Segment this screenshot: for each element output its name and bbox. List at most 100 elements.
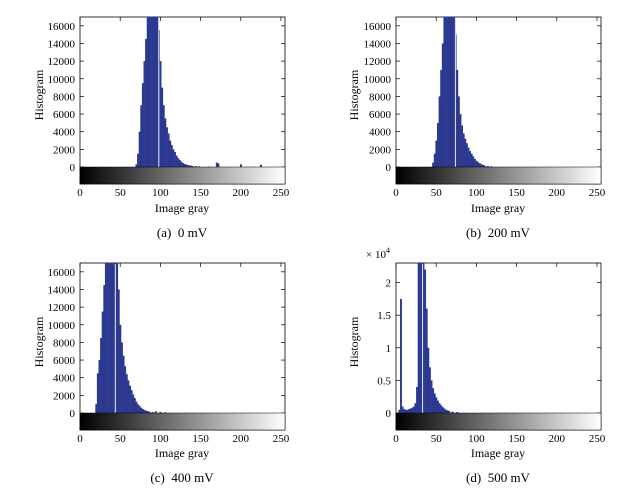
- histogram-bar: [441, 407, 444, 413]
- histogram-bar: [445, 17, 447, 167]
- panel-b: 0 50 100 150 200 250 0 2000 4000 6000 8000 10000 120…: [347, 16, 606, 240]
- x-tick-label: 150: [192, 187, 209, 199]
- gray-gradient-bar: [395, 166, 602, 185]
- x-tick-label: 100: [152, 433, 169, 445]
- x-axis-label: Image gray: [155, 201, 209, 215]
- histogram-bar: [138, 405, 141, 413]
- x-axis-label: Image gray: [471, 446, 525, 460]
- histogram-bar: [98, 360, 101, 413]
- histogram-bar: [451, 411, 454, 413]
- x-tick-label: 0: [393, 433, 399, 445]
- histogram-bar: [141, 83, 144, 167]
- y-tick-label: 0: [70, 162, 76, 174]
- y-tick-label: 12000: [48, 302, 76, 314]
- histogram-bar: [145, 410, 148, 413]
- y-tick-label: 10000: [364, 74, 392, 86]
- histogram-bar: [169, 140, 172, 167]
- histogram-bar: [159, 411, 162, 413]
- histogram-bar: [174, 152, 176, 167]
- histogram-bar: [428, 367, 431, 413]
- histogram-bar: [438, 96, 441, 167]
- y-tick-label: 16000: [48, 21, 76, 33]
- y-multiplier-base: × 10: [366, 249, 386, 261]
- histogram-bar: [430, 380, 433, 413]
- histogram-bar: [148, 411, 151, 413]
- histogram-bar: [417, 263, 420, 413]
- histogram-bar: [127, 380, 130, 413]
- y-tick-label: 6000: [53, 109, 76, 121]
- gray-gradient-bar: [79, 166, 286, 185]
- histogram-bar: [161, 87, 164, 167]
- y-tick-label: 4000: [53, 373, 76, 385]
- y-tick-label: 0: [386, 408, 392, 420]
- histogram-bar: [149, 17, 152, 167]
- histogram-bar: [482, 164, 484, 167]
- histogram-bar: [475, 160, 478, 167]
- histogram-bar: [133, 398, 136, 413]
- y-tick-label: 14000: [364, 38, 392, 50]
- y-tick-label: 14000: [48, 38, 76, 50]
- y-tick-label: 14000: [48, 284, 76, 296]
- histogram-bar: [186, 165, 189, 167]
- histogram-bar: [422, 263, 425, 413]
- y-tick-label: 2000: [53, 144, 76, 156]
- histogram-bar: [432, 162, 435, 167]
- histogram-bar: [111, 263, 114, 413]
- histogram-bar: [433, 393, 436, 413]
- histogram-bar: [457, 96, 460, 167]
- histogram-bar: [440, 69, 443, 167]
- x-tick-label: 200: [549, 433, 566, 445]
- histogram-bar: [125, 374, 128, 413]
- histogram-bar: [217, 163, 220, 167]
- histogram-bar: [441, 43, 444, 167]
- panel-caption: (c) 400 mV: [150, 470, 214, 485]
- y-axis-label: Histogram: [347, 69, 361, 120]
- histogram-bar: [151, 411, 154, 413]
- histogram-bar: [112, 263, 115, 413]
- histogram-bar: [462, 133, 465, 167]
- histogram-bar: [178, 159, 181, 167]
- y-multiplier-label: × 104: [366, 246, 390, 261]
- histogram-bar: [100, 338, 103, 413]
- histogram-bar: [177, 158, 180, 167]
- histogram-bar: [453, 17, 455, 167]
- histogram-bar: [440, 405, 443, 413]
- gray-gradient-bar: [395, 412, 602, 431]
- y-tick-label: 4000: [53, 127, 76, 139]
- histogram-bar: [260, 164, 262, 167]
- y-tick-label: 1.5: [377, 310, 391, 322]
- x-axis-label: Image gray: [471, 201, 525, 215]
- histogram-bar: [140, 407, 143, 413]
- y-tick-label: 12000: [48, 56, 76, 68]
- histogram-bar: [456, 69, 459, 167]
- histogram-bar: [162, 105, 165, 167]
- histogram-bar: [124, 366, 127, 413]
- y-tick-label: 10000: [48, 320, 76, 332]
- histogram-bar: [433, 153, 436, 167]
- panel-caption: (a) 0 mV: [157, 225, 208, 240]
- histogram-bar: [116, 263, 119, 413]
- y-axis-label: Histogram: [32, 69, 46, 120]
- y-tick-label: 2000: [369, 144, 392, 156]
- histogram-bar: [164, 412, 167, 413]
- histogram-bar: [137, 153, 139, 167]
- histogram-bar: [119, 324, 122, 413]
- histogram-bar: [239, 164, 242, 167]
- histogram-bar: [437, 122, 439, 167]
- histogram-bar: [121, 342, 123, 413]
- gray-gradient-bar: [79, 412, 286, 431]
- x-tick-label: 250: [589, 433, 606, 445]
- y-tick-label: 6000: [369, 109, 392, 121]
- histogram-bar: [140, 105, 143, 167]
- x-tick-label: 50: [115, 187, 127, 199]
- y-tick-label: 8000: [53, 337, 76, 349]
- histogram-bar: [443, 408, 446, 413]
- x-tick-label: 250: [273, 433, 290, 445]
- histogram-bar: [443, 17, 446, 167]
- y-multiplier-exponent: 4: [386, 246, 390, 255]
- histogram-bar: [401, 406, 404, 413]
- histogram-bar: [445, 409, 447, 413]
- y-tick-label: 4000: [369, 127, 392, 139]
- histogram-bar: [398, 409, 401, 413]
